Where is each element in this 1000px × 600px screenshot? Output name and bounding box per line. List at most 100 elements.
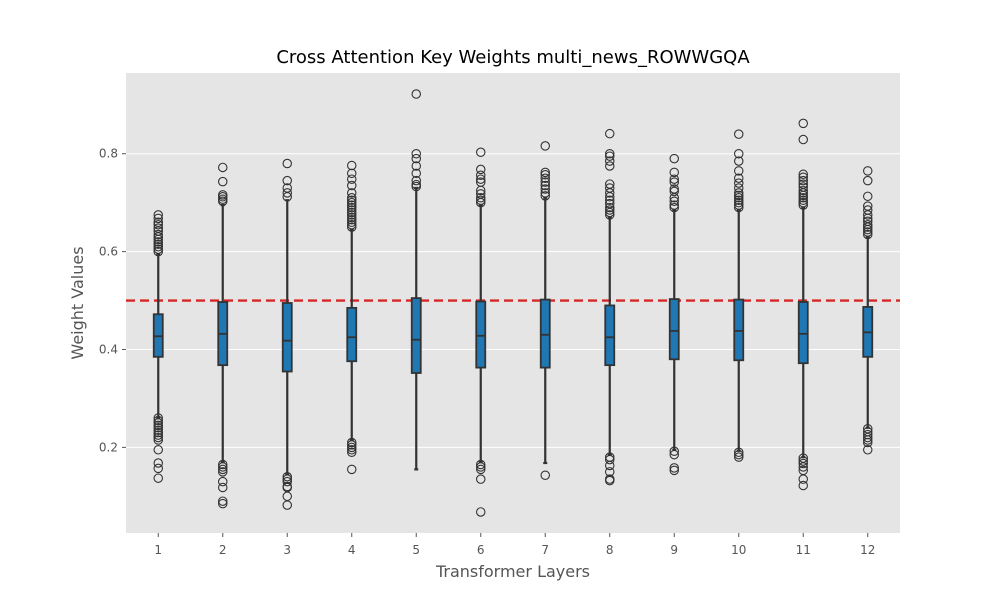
outlier-point [862, 229, 873, 240]
outlier-point [798, 175, 808, 186]
box-layer-8 [604, 128, 616, 486]
outlier-point [153, 430, 164, 440]
outlier-point [669, 465, 679, 476]
outlier-point [669, 196, 679, 206]
outlier-point [153, 219, 164, 230]
outlier-point [153, 432, 164, 443]
outlier-point [798, 474, 808, 484]
outlier-point [669, 202, 679, 213]
outlier-point [862, 224, 873, 235]
outlier-point [475, 474, 486, 484]
outlier-point [862, 222, 873, 232]
box-layer-12 [862, 166, 874, 455]
box-layer-7 [539, 141, 551, 481]
outlier-point [733, 166, 744, 176]
outlier-point [153, 232, 164, 242]
outlier-point [153, 210, 164, 220]
plot-area [126, 73, 900, 533]
outlier-point [862, 227, 873, 237]
box-layer-11 [797, 118, 809, 491]
outlier-point [733, 452, 744, 462]
outlier-point [733, 202, 744, 213]
outlier-point [604, 460, 615, 471]
outlier-point [153, 213, 164, 224]
iqr-box [346, 306, 358, 363]
x-axis-title: Transformer Layers [435, 562, 590, 581]
outlier-point [540, 180, 550, 191]
outlier-point [540, 188, 550, 198]
outlier-point [604, 128, 615, 139]
outlier-point [604, 205, 615, 215]
outlier-point [153, 229, 164, 240]
box-layer-5 [410, 89, 422, 471]
outlier-point [153, 423, 164, 433]
outlier-point [346, 437, 357, 448]
outlier-point [669, 446, 679, 457]
iqr-box [410, 297, 422, 374]
outlier-point [733, 178, 744, 188]
outlier-point [346, 445, 357, 455]
outlier-point [733, 447, 744, 458]
outlier-point [862, 191, 873, 202]
outlier-point [733, 190, 744, 201]
outlier-point [862, 429, 873, 440]
outlier-point [411, 175, 421, 186]
iqr-box [281, 302, 293, 373]
outlier-point [346, 442, 357, 453]
outlier-point [798, 197, 808, 208]
x-tick-label: 12 [860, 543, 875, 557]
outlier-point [346, 215, 357, 225]
x-tick-label: 1 [154, 543, 162, 557]
outlier-point [475, 164, 486, 175]
outlier-point [282, 175, 292, 186]
outlier-point [733, 129, 744, 139]
box-layer-2 [217, 162, 229, 509]
outlier-point [153, 239, 164, 250]
iqr-box [475, 300, 487, 369]
outlier-point [475, 170, 486, 181]
outlier-point [346, 188, 357, 198]
y-tick-label: 0.8 [99, 147, 118, 161]
outlier-point [218, 496, 228, 506]
outlier-point [346, 217, 357, 228]
outlier-point [282, 158, 292, 169]
outlier-point [153, 237, 164, 247]
outlier-point [604, 161, 615, 171]
x-tick-label: 2 [219, 543, 227, 557]
outlier-point [733, 200, 744, 210]
y-tick-label: 0.2 [99, 440, 118, 454]
outlier-point [153, 458, 164, 468]
outlier-point [153, 413, 164, 423]
outlier-point [733, 188, 744, 198]
outlier-point [346, 197, 357, 208]
outlier-point [475, 464, 486, 475]
outlier-point [669, 153, 679, 164]
outlier-point [153, 435, 164, 445]
iqr-box [539, 298, 551, 369]
outlier-point [798, 118, 808, 129]
outlier-point [798, 185, 808, 196]
x-tick-label: 3 [283, 543, 291, 557]
outlier-point [282, 471, 292, 482]
outlier-point [604, 195, 615, 205]
outlier-point [798, 458, 808, 469]
outlier-point [733, 449, 744, 460]
outlier-point [862, 175, 873, 186]
iqr-box [797, 301, 809, 365]
outlier-point [218, 196, 228, 206]
iqr-box [668, 298, 680, 361]
outlier-point [218, 498, 228, 509]
box-layer-9 [668, 153, 680, 476]
outlier-point [669, 177, 679, 187]
box-layer-4 [346, 160, 358, 475]
outlier-point [733, 148, 744, 159]
outlier-point [411, 153, 421, 164]
outlier-point [346, 174, 357, 184]
outlier-point [862, 166, 873, 176]
outlier-point [218, 459, 228, 470]
outlier-point [346, 193, 357, 203]
outlier-point [218, 176, 228, 187]
outlier-point [798, 462, 808, 472]
outlier-point [475, 459, 486, 470]
